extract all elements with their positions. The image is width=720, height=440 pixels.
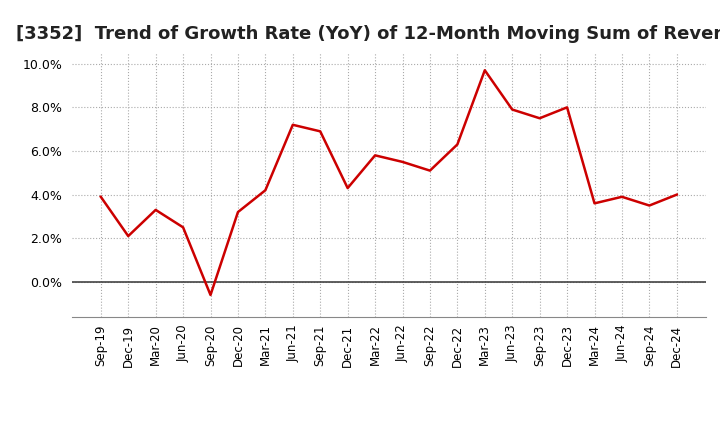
Title: [3352]  Trend of Growth Rate (YoY) of 12-Month Moving Sum of Revenues: [3352] Trend of Growth Rate (YoY) of 12-… (16, 25, 720, 43)
